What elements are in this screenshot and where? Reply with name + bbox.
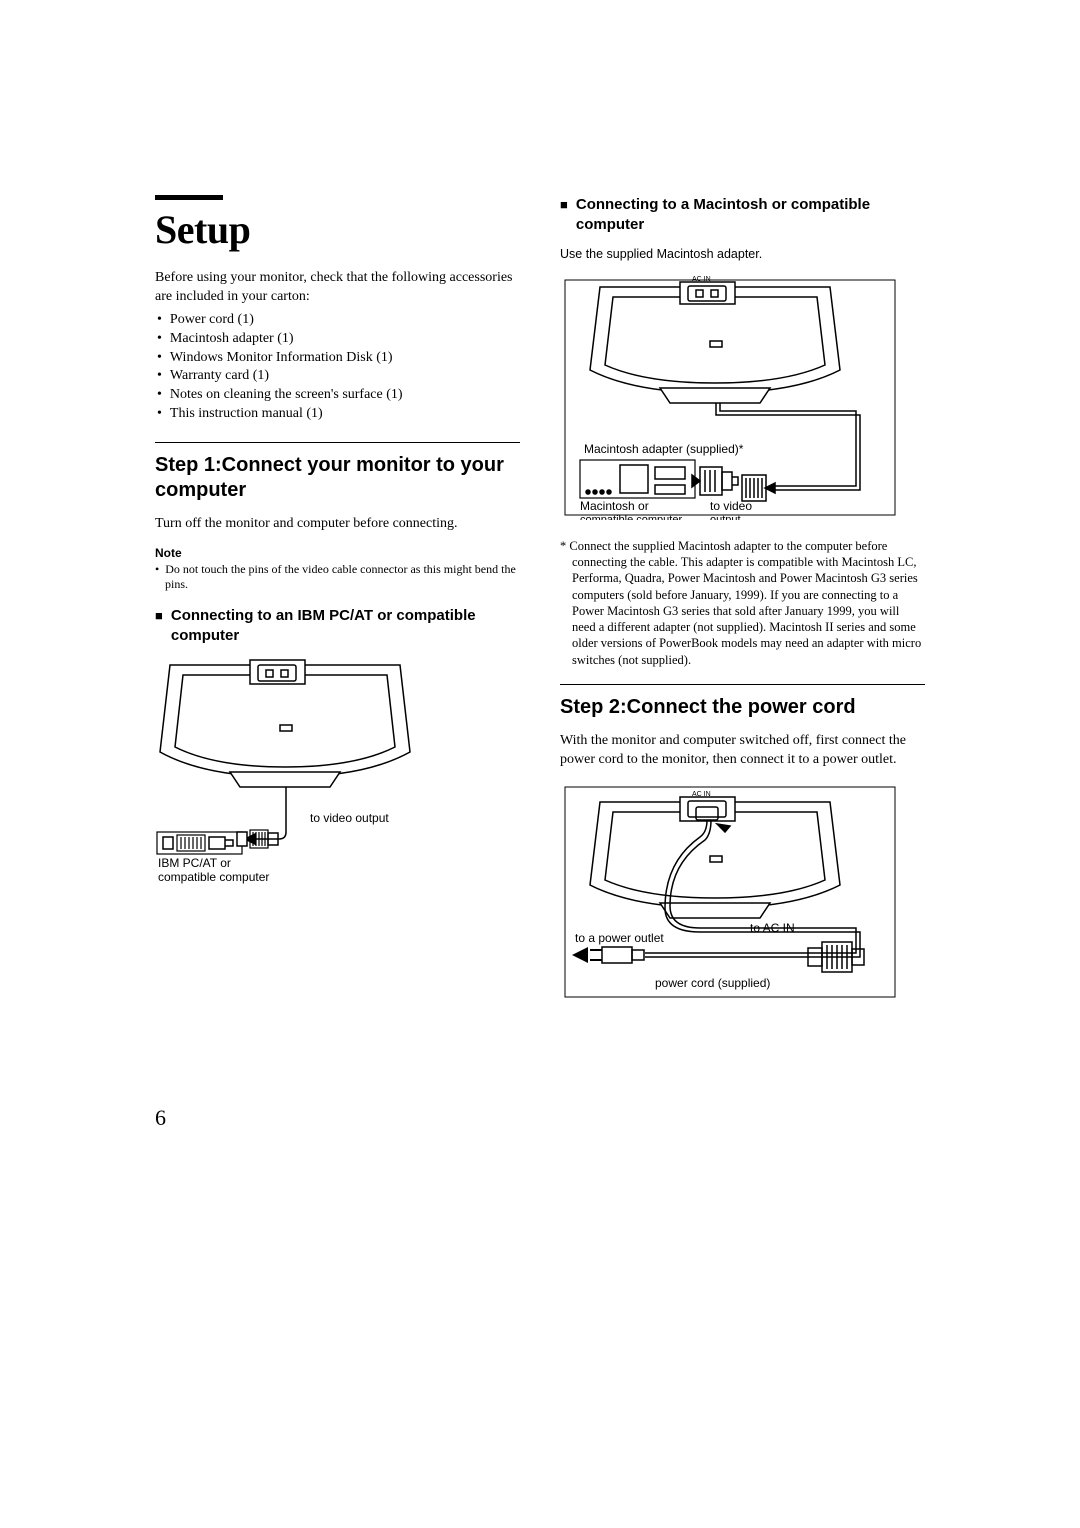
label-ibm-pc: IBM PC/AT or — [158, 856, 231, 870]
label-mac-adapter: Macintosh adapter (supplied)* — [584, 442, 744, 456]
note-body: Do not touch the pins of the video cable… — [155, 562, 520, 592]
list-item: Power cord (1) — [155, 311, 520, 330]
list-item: Warranty card (1) — [155, 367, 520, 386]
sub-mac-text: Connecting to a Macintosh or compatible … — [576, 195, 925, 234]
list-item: Macintosh adapter (1) — [155, 330, 520, 349]
label-power-cord: power cord (supplied) — [655, 976, 770, 990]
accessories-list: Power cord (1) Macintosh adapter (1) Win… — [155, 311, 520, 424]
svg-text:AC IN: AC IN — [692, 276, 711, 283]
square-icon: ■ — [560, 197, 568, 234]
step2-heading: Step 2:Connect the power cord — [560, 695, 925, 720]
step2-body: With the monitor and computer switched o… — [560, 732, 925, 770]
label-compatible-2: compatible computer — [580, 514, 682, 520]
mac-footnote: * Connect the supplied Macintosh adapter… — [560, 538, 925, 668]
note-heading: Note — [155, 546, 520, 560]
mac-diagram: AC IN — [560, 275, 925, 520]
divider — [560, 684, 925, 685]
intro-text: Before using your monitor, check that th… — [155, 269, 520, 307]
page-title: Setup — [155, 206, 520, 253]
power-diagram: AC IN — [560, 782, 925, 1002]
title-bar — [155, 195, 223, 200]
left-column: Setup Before using your monitor, check t… — [155, 195, 520, 1020]
label-mac-or: Macintosh or — [580, 499, 649, 513]
label-to-power-outlet: to a power outlet — [575, 931, 664, 945]
label-compatible: compatible computer — [158, 870, 269, 884]
divider — [155, 442, 520, 443]
label-to-video-output: to video output — [310, 811, 389, 825]
label-output: output — [710, 514, 741, 520]
step1-body: Turn off the monitor and computer before… — [155, 515, 520, 534]
sub-ibm-heading: ■ Connecting to an IBM PC/AT or compatib… — [155, 606, 520, 645]
ibm-diagram: to video output IBM PC/AT or compatible … — [155, 657, 520, 892]
square-icon: ■ — [155, 608, 163, 645]
label-to-ac-in: to AC IN — [750, 921, 795, 935]
right-column: ■ Connecting to a Macintosh or compatibl… — [560, 195, 925, 1020]
sub-ibm-text: Connecting to an IBM PC/AT or compatible… — [171, 606, 520, 645]
step1-heading: Step 1:Connect your monitor to your comp… — [155, 453, 520, 503]
page-number: 6 — [155, 1105, 166, 1131]
svg-text:AC IN: AC IN — [692, 791, 711, 798]
mac-intro: Use the supplied Macintosh adapter. — [560, 246, 925, 263]
list-item: Notes on cleaning the screen's surface (… — [155, 386, 520, 405]
list-item: This instruction manual (1) — [155, 405, 520, 424]
label-to-video: to video — [710, 499, 752, 513]
list-item: Windows Monitor Information Disk (1) — [155, 349, 520, 368]
sub-mac-heading: ■ Connecting to a Macintosh or compatibl… — [560, 195, 925, 234]
